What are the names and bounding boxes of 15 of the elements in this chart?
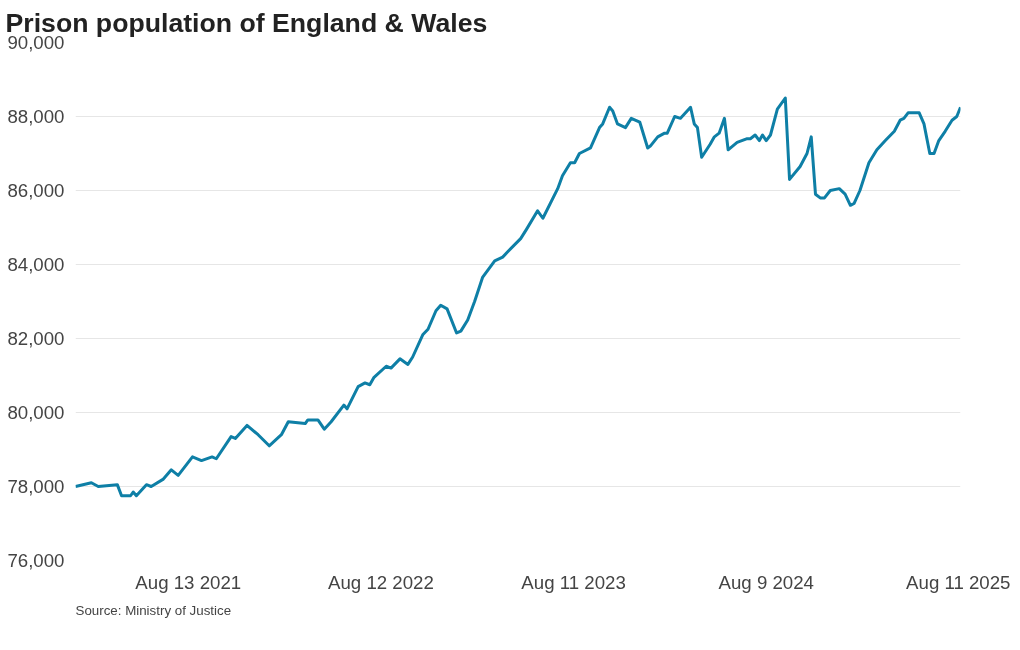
y-tick-label: 86,000 [7,180,65,201]
y-tick-label: 76,000 [7,550,65,571]
y-tick-label: 80,000 [7,402,65,423]
y-tick-label: 88,000 [7,106,65,127]
y-tick-label: 90,000 [7,32,65,53]
x-tick-label: Aug 12 2022 [328,571,434,593]
x-tick-label: Aug 13 2021 [135,571,242,593]
source-note: Source: Ministry of Justice [75,602,232,618]
y-tick-label: 82,000 [7,328,65,349]
y-tick-label: 78,000 [7,476,65,497]
x-tick-label: Aug 11 2023 [521,571,626,593]
y-tick-label: 84,000 [7,254,65,275]
x-tick-label: Aug 9 2024 [718,571,814,593]
line-series [75,96,961,498]
x-tick-label: Aug 11 2025 [906,571,1011,593]
